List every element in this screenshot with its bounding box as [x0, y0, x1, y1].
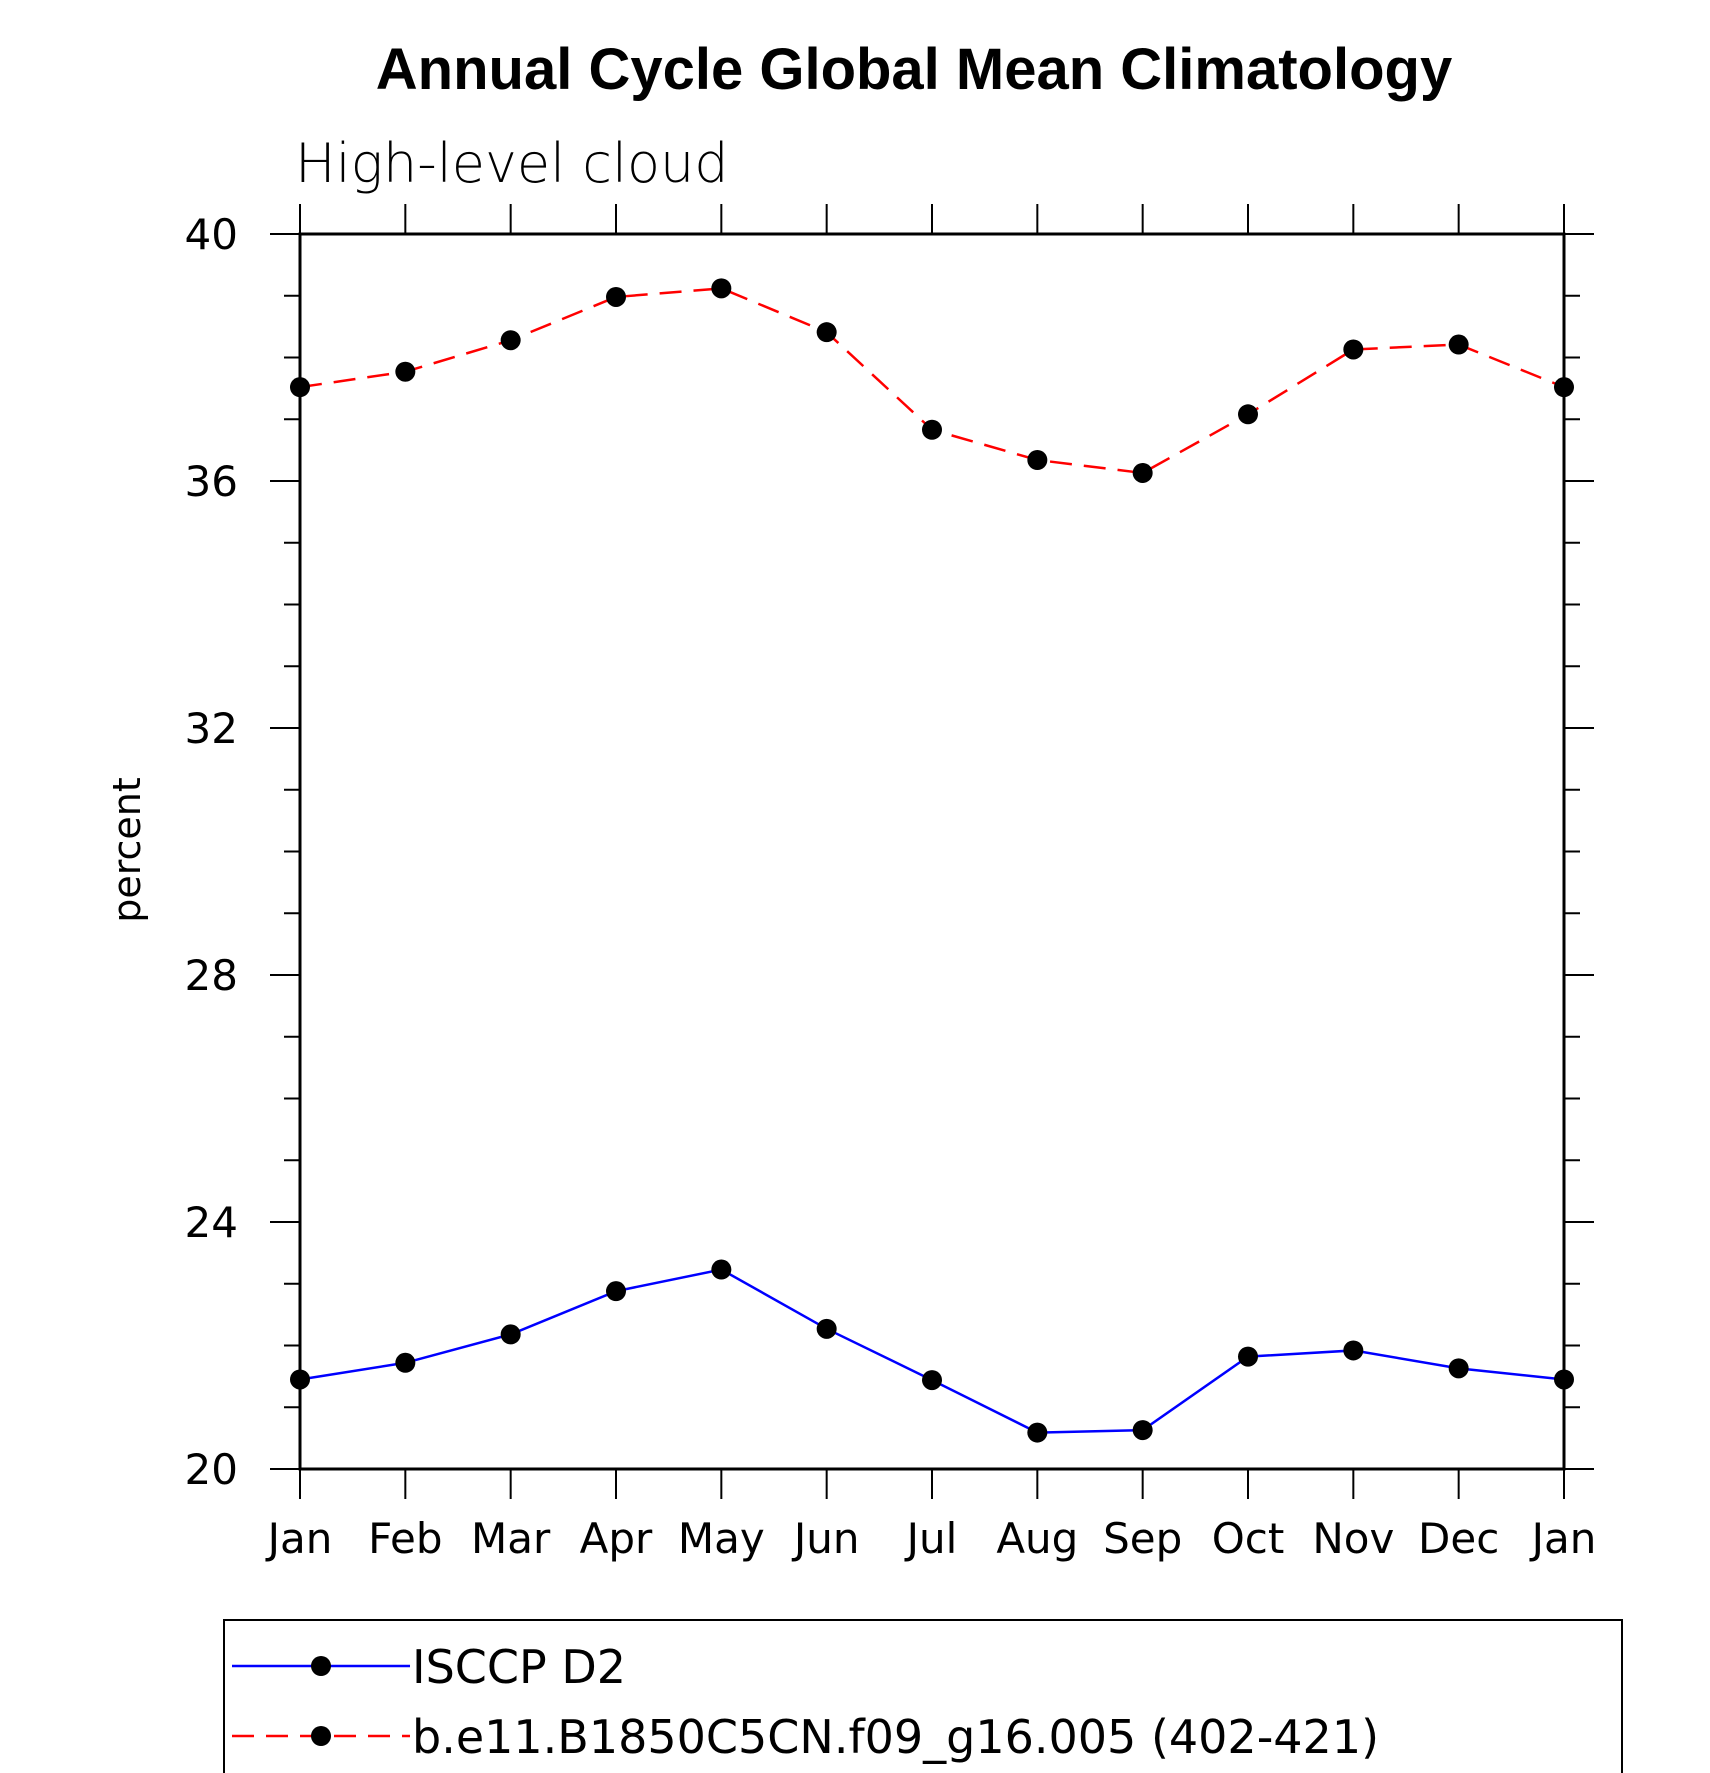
y-tick-label: 36	[185, 457, 238, 506]
series-1-point	[1448, 334, 1469, 355]
x-tick-label: Nov	[1312, 1514, 1394, 1563]
chart-title: Annual Cycle Global Mean Climatology	[376, 37, 1452, 102]
y-tick-label: 24	[185, 1198, 238, 1247]
series-0-point	[1448, 1358, 1469, 1379]
chart-subtitle: High-level cloud	[295, 132, 729, 195]
legend-label-1: b.e11.B1850C5CN.f09_g16.005 (402-421)	[412, 1710, 1379, 1764]
series-0-point	[395, 1352, 416, 1373]
series-1-point	[1238, 404, 1258, 425]
x-axis-ticks: Jan Feb Mar Apr May Jun Jul Aug Sep Oct Nov Dec Jan	[265, 204, 1597, 1563]
x-tick-label: Apr	[580, 1514, 653, 1563]
series-0-point	[922, 1370, 942, 1391]
series-1-point	[290, 377, 310, 398]
series-layer	[290, 278, 1574, 1443]
series-0-point	[1027, 1422, 1048, 1443]
series-1-point	[395, 361, 416, 382]
y-tick-label: 20	[185, 1445, 238, 1494]
series-0-point	[290, 1369, 310, 1390]
x-tick-label: Jan	[265, 1514, 333, 1563]
series-0-point	[816, 1318, 837, 1339]
series-0-point	[1132, 1420, 1153, 1441]
legend-marker-0	[311, 1656, 331, 1676]
series-1-point	[1132, 462, 1153, 483]
x-tick-label: Jul	[904, 1514, 958, 1563]
series-1-point	[711, 278, 732, 299]
x-tick-label: Oct	[1212, 1514, 1285, 1563]
legend-label-0: ISCCP D2	[412, 1640, 626, 1694]
plot-frame	[298, 232, 1566, 1471]
x-tick-label: Aug	[996, 1514, 1078, 1563]
x-tick-label: Feb	[368, 1514, 442, 1563]
series-0-point	[606, 1281, 626, 1302]
series-0-point	[711, 1259, 732, 1280]
y-tick-label: 32	[185, 704, 238, 753]
x-tick-label: Mar	[471, 1514, 551, 1563]
series-1-point	[1343, 339, 1364, 360]
series-0-point	[1238, 1346, 1258, 1367]
x-tick-label: Jun	[791, 1514, 860, 1563]
x-tick-label: Sep	[1103, 1514, 1182, 1563]
series-0-point	[1554, 1369, 1574, 1390]
series-line-0	[299, 1268, 1565, 1434]
y-tick-label: 28	[185, 951, 238, 1000]
series-1-point	[606, 286, 626, 307]
series-1-point	[1027, 450, 1048, 471]
legend-marker-1	[311, 1726, 331, 1746]
series-0-point	[1343, 1340, 1364, 1361]
legend-box	[223, 1619, 1623, 1773]
series-line-1	[299, 287, 1565, 475]
y-axis-ticks: 20 24 28 32 36 40	[185, 210, 1594, 1494]
x-tick-label: Jan	[1529, 1514, 1597, 1563]
y-axis-label: percent	[105, 777, 149, 923]
legend: ISCCP D2 b.e11.B1850C5CN.f09_g16.005 (402…	[223, 1619, 1623, 1773]
series-0-point	[500, 1324, 521, 1345]
series-1-point	[1554, 377, 1574, 398]
series-1-point	[816, 322, 837, 343]
series-1-point	[500, 330, 521, 351]
x-tick-label: Dec	[1418, 1514, 1499, 1563]
y-tick-label: 40	[185, 210, 238, 259]
x-tick-label: May	[678, 1514, 765, 1563]
series-1-point	[922, 419, 942, 440]
